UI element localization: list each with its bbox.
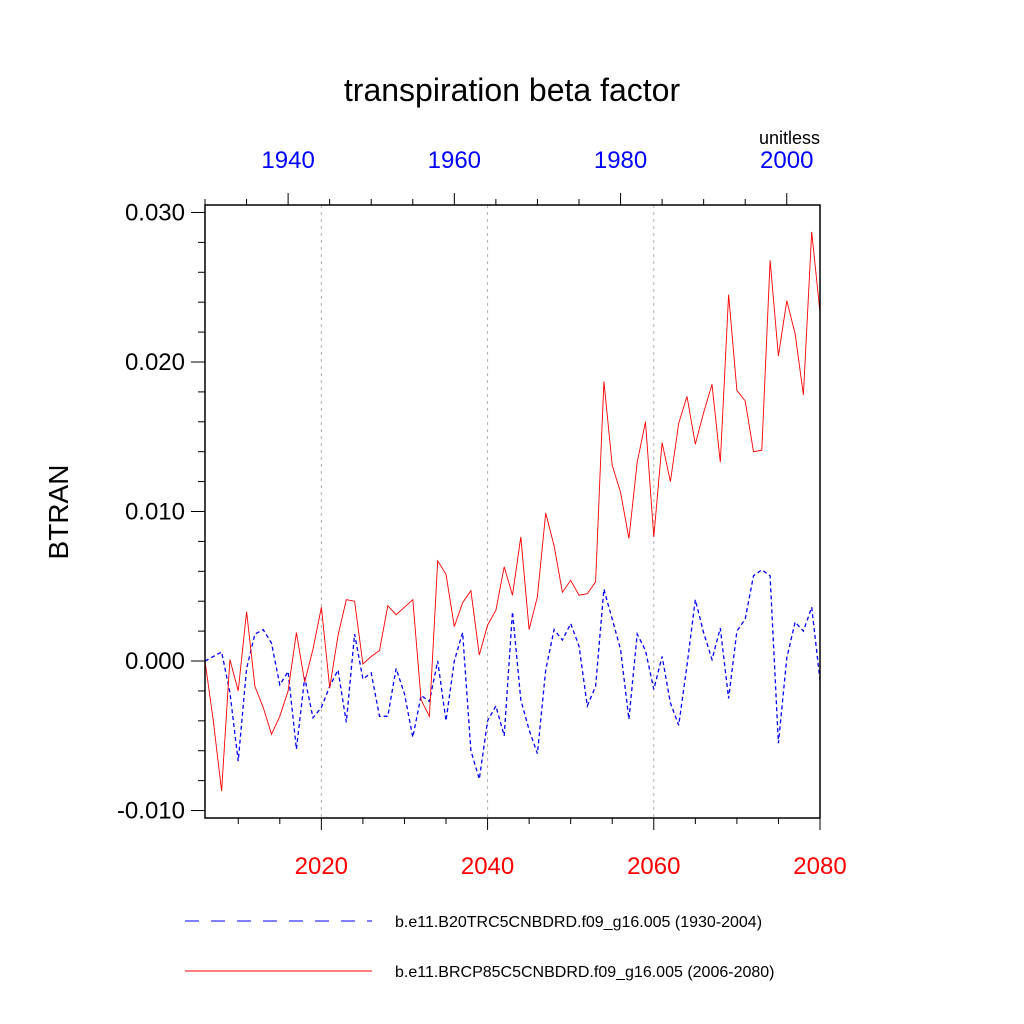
legend-label-1: b.e11.B20TRC5CNBDRD.f09_g16.005 (1930-20… [395, 914, 762, 931]
series-line-2 [204, 231, 821, 792]
series-group [204, 231, 821, 792]
legend: b.e11.B20TRC5CNBDRD.f09_g16.005 (1930-20… [185, 914, 774, 981]
y-axis-label: BTRAN [43, 465, 74, 560]
chart-title: transpiration beta factor [344, 72, 681, 108]
y-tick-label: 0.010 [125, 499, 185, 526]
plot-frame [204, 204, 821, 819]
y-tick-label: 0.020 [125, 349, 185, 376]
units-label: unitless [759, 128, 820, 148]
legend-label-2: b.e11.BRCP85C5CNBDRD.f09_g16.005 (2006-2… [395, 964, 774, 981]
x-bottom-tick-label: 2060 [627, 853, 680, 880]
ticks: -0.010 0.000 0.010 0.020 0.030 2020 2040 2060 20… [117, 147, 847, 880]
x-bottom-tick-label: 2040 [461, 853, 514, 880]
x-top-tick-label: 1940 [261, 147, 314, 174]
x-bottom-tick-label: 2020 [295, 853, 348, 880]
axes [204, 204, 821, 819]
x-bottom-tick-label: 2080 [793, 853, 846, 880]
x-top-tick-label: 2000 [760, 147, 813, 174]
y-tick-label: 0.000 [125, 648, 185, 675]
series-line-1 [204, 568, 821, 780]
y-tick-label: -0.010 [117, 798, 185, 825]
grid-lines [320, 205, 655, 818]
x-top-tick-label: 1980 [594, 147, 647, 174]
y-tick-label: 0.030 [125, 199, 185, 226]
x-top-tick-label: 1960 [428, 147, 481, 174]
